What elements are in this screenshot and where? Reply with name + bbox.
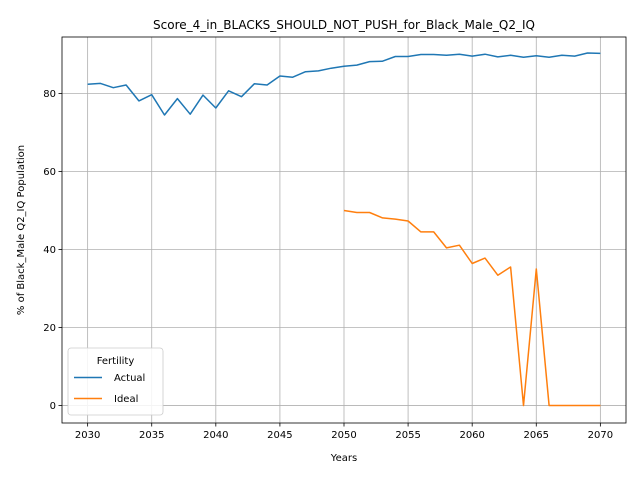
y-tick-label: 20 — [43, 323, 56, 334]
x-tick-label: 2030 — [75, 430, 100, 441]
legend-label: Actual — [114, 373, 145, 384]
grid — [62, 37, 626, 423]
x-axis-title: Years — [330, 453, 357, 464]
x-tick-label: 2055 — [395, 430, 420, 441]
x-tick-label: 2035 — [139, 430, 164, 441]
y-tick-label: 60 — [43, 167, 56, 178]
legend-label: Ideal — [114, 394, 138, 405]
x-tick-label: 2060 — [459, 430, 484, 441]
series-line-ideal — [343, 209, 601, 407]
y-axis-title: % of Black_Male Q2_IQ Population — [16, 145, 27, 315]
x-tick-label: 2070 — [588, 430, 613, 441]
x-tick-label: 2045 — [267, 430, 292, 441]
legend: Fertility Actual Ideal — [67, 347, 164, 416]
y-tick-label: 40 — [43, 245, 56, 256]
chart-title: Score_4_in_BLACKS_SHOULD_NOT_PUSH_for_Bl… — [153, 18, 535, 32]
x-tick-label: 2040 — [203, 430, 228, 441]
legend-title: Fertility — [97, 356, 135, 367]
x-tick-label: 2065 — [524, 430, 549, 441]
series-line-actual — [87, 52, 601, 116]
y-tick-label: 0 — [50, 401, 56, 412]
x-tick-label: 2050 — [331, 430, 356, 441]
axis-ticks: 2030 2035 2040 2045 2050 2055 2060 2065 20700204… — [43, 89, 613, 441]
y-tick-label: 80 — [43, 89, 56, 100]
series-lines — [87, 52, 601, 407]
